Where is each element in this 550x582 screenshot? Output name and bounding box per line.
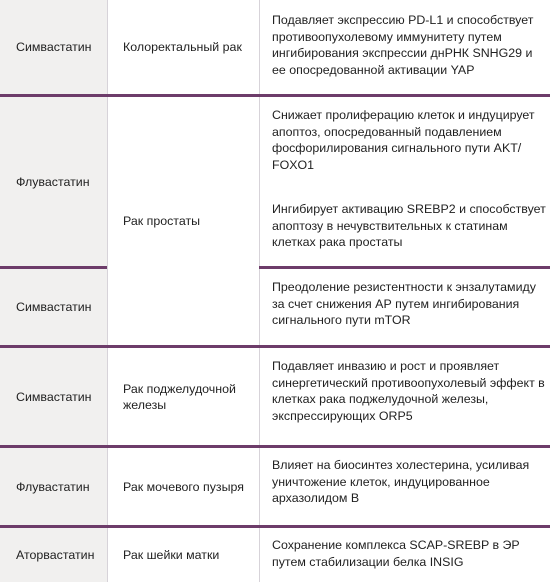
statin-name: Симвастатин	[16, 39, 92, 54]
statin-name: Аторвастатин	[16, 547, 95, 562]
table-cell-cancer: Рак шейки матки	[107, 528, 259, 582]
mechanism-text: Подавляет инвазию и рост и проявляет син…	[272, 359, 545, 423]
mechanism-text: Снижает пролиферацию клеток и индуцирует…	[272, 108, 535, 172]
row-separator	[0, 445, 550, 448]
column-divider	[259, 0, 260, 582]
mechanism-text: Подавляет экспрессию PD-L1 и способствуе…	[272, 13, 534, 77]
table-cell-statin: Симвастатин	[0, 348, 107, 446]
cancer-type: Колоректальный рак	[123, 39, 242, 54]
statin-name: Симвастатин	[16, 300, 92, 315]
column-divider	[107, 0, 108, 582]
statin-name: Флувастатин	[16, 479, 90, 494]
table-cell-statin: Флувастатин	[0, 97, 107, 267]
row-separator	[0, 94, 550, 97]
cancer-type: Рак простаты	[123, 214, 201, 229]
statin-name: Флувастатин	[16, 174, 90, 189]
table-cell-mechanism: Преодоление резистентности к энзалутамид…	[259, 279, 550, 345]
table-cell-cancer: Рак поджелудочной железы	[107, 348, 259, 446]
mechanism-text: Сохранение комплекса SCAP-SREBP в ЭР пут…	[272, 538, 520, 569]
statin-name: Симвастатин	[16, 389, 92, 404]
cancer-type: Рак мочевого пузыря	[123, 479, 244, 494]
cancer-type: Рак шейки матки	[123, 547, 220, 562]
mechanism-text: Влияет на биосинтез холестерина, усилива…	[272, 458, 530, 505]
table-cell-mechanism: Подавляет экспрессию PD-L1 и способствуе…	[259, 12, 550, 92]
mechanism-text: Ингибирует активацию SREBP2 и способству…	[272, 202, 546, 249]
table-cell-statin: Симвастатин	[0, 0, 107, 94]
first-column-background	[0, 0, 107, 582]
table-cell-mechanism: Сохранение комплекса SCAP-SREBP в ЭР пут…	[259, 537, 550, 581]
row-separator	[0, 266, 107, 269]
table-cell-statin: Аторвастатин	[0, 528, 107, 582]
row-separator	[259, 266, 550, 269]
table-cell-cancer: Рак простаты	[107, 97, 259, 346]
mechanism-text: Преодоление резистентности к энзалутамид…	[272, 280, 536, 327]
table-cell-cancer: Рак мочевого пузыря	[107, 448, 259, 526]
table-cell-cancer: Колоректальный рак	[107, 0, 259, 94]
table-cell-statin: Симвастатин	[0, 269, 107, 346]
cancer-type: Рак поджелудочной железы	[123, 381, 236, 413]
row-separator	[0, 345, 550, 348]
table-cell-mechanism: Подавляет инвазию и рост и проявляет син…	[259, 358, 550, 444]
table-cell-mechanism: Влияет на биосинтез холестерина, усилива…	[259, 457, 550, 523]
row-separator	[0, 525, 550, 528]
table-cell-mechanism: Снижает пролиферацию клеток и индуцирует…	[259, 97, 550, 267]
table-cell-statin: Флувастатин	[0, 448, 107, 526]
